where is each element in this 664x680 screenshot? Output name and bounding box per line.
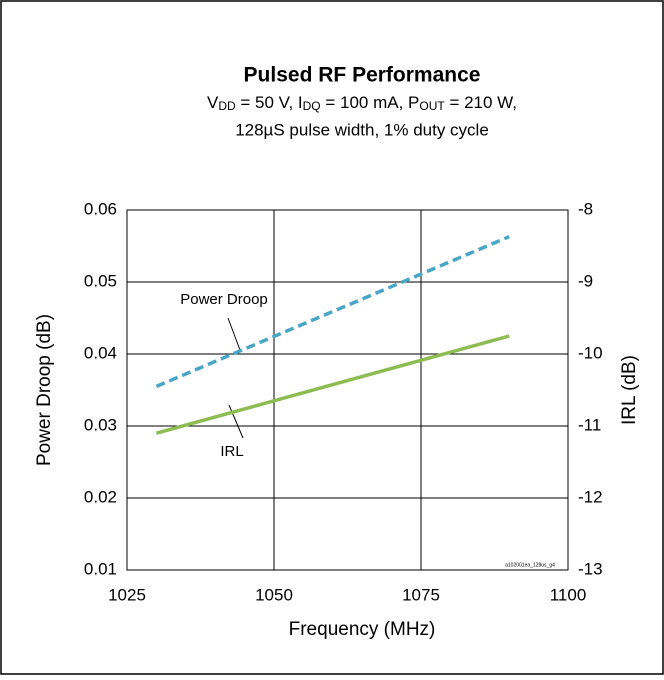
series-line — [155, 235, 510, 389]
plot-border — [126, 209, 569, 571]
subtitle: 128µS pulse width, 1% duty cycle — [235, 120, 489, 139]
y2-tick-label: -13 — [578, 559, 603, 578]
y2-tick-label: -11 — [578, 415, 601, 434]
x-tick-label: 1025 — [108, 585, 146, 604]
y-tick-label: 0.05 — [84, 271, 117, 290]
y2-tick-label: -10 — [578, 343, 603, 362]
subtitle-part: OUT — [419, 99, 445, 113]
y-tick-label: 0.01 — [84, 559, 117, 578]
subtitle: VDD = 50 V, IDQ = 100 mA, POUT = 210 W, — [207, 93, 517, 113]
y-tick-label: 0.06 — [84, 199, 117, 218]
y2-tick-label: -9 — [578, 271, 593, 290]
leader-line — [228, 404, 244, 439]
x-axis-label: Frequency (MHz) — [289, 619, 436, 640]
y2-tick-label: -8 — [578, 199, 593, 218]
series-label: IRL — [220, 443, 243, 460]
y-tick-label: 0.03 — [84, 415, 117, 434]
y-axis-label: Power Droop (dB) — [34, 314, 55, 466]
figure-id: a102001ea_128us_g4 — [505, 562, 555, 568]
series-label: Power Droop — [180, 291, 268, 308]
y2-tick-label: -12 — [578, 487, 603, 506]
y-tick-label: 0.04 — [84, 343, 117, 362]
subtitle-part: = 210 W, — [445, 93, 517, 112]
subtitle-part: DD — [218, 99, 236, 113]
x-tick-label: 1075 — [402, 585, 440, 604]
subtitle-part: = 100 mA, P — [321, 93, 420, 112]
chart-title: Pulsed RF Performance — [244, 64, 481, 87]
y-tick-label: 0.02 — [84, 487, 117, 506]
x-tick-label: 1050 — [255, 585, 293, 604]
x-tick-label: 1100 — [550, 585, 587, 604]
leader-line — [227, 317, 241, 351]
subtitle-part: V — [207, 93, 219, 112]
y2-axis-label: IRL (dB) — [619, 355, 640, 425]
subtitle-part: DQ — [303, 99, 321, 113]
subtitle-part: = 50 V, I — [236, 93, 303, 112]
series-line — [155, 334, 510, 435]
